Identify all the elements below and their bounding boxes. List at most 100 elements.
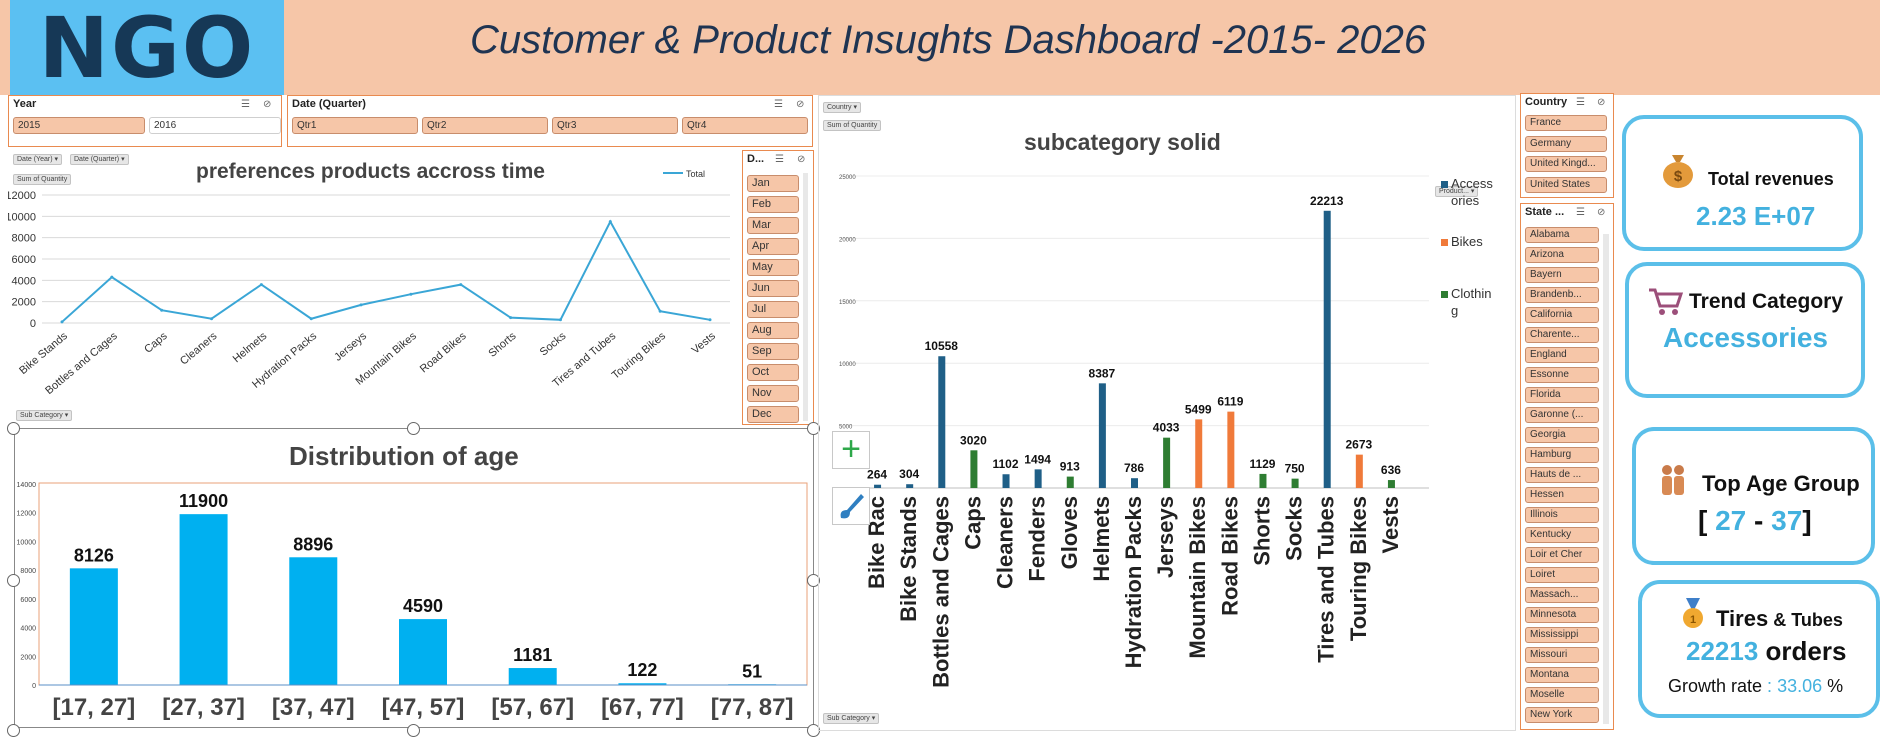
- product-field-button[interactable]: Product... ▾: [1435, 186, 1479, 197]
- sub-category-field-button[interactable]: Sub Category ▾: [16, 410, 73, 421]
- state-chip[interactable]: Loir et Cher: [1525, 547, 1599, 563]
- multi-select-icon[interactable]: ☰: [775, 154, 784, 165]
- bar-bikes[interactable]: [1195, 419, 1203, 488]
- resize-handle[interactable]: [407, 724, 420, 737]
- country-chip[interactable]: United States: [1525, 176, 1607, 193]
- state-chip[interactable]: Florida: [1525, 387, 1599, 403]
- month-scrollbar[interactable]: [803, 173, 808, 421]
- country-field-button[interactable]: Country ▾: [823, 102, 861, 113]
- line-point[interactable]: [259, 283, 263, 287]
- age-bar[interactable]: [289, 557, 338, 685]
- country-chip[interactable]: France: [1525, 115, 1607, 131]
- age-bar[interactable]: [508, 668, 557, 685]
- bar-clothing[interactable]: [1387, 480, 1395, 488]
- state-chip[interactable]: Hamburg: [1525, 447, 1599, 463]
- year-2015-chip[interactable]: 2015: [13, 117, 145, 134]
- subcategory-bar-chart[interactable]: 5000 10000 15000 20000 25000 264 304 10558 3020 1…: [819, 96, 1517, 732]
- resize-handle[interactable]: [7, 422, 20, 435]
- state-chip[interactable]: Charente...: [1525, 327, 1599, 343]
- bar-accessories[interactable]: [1034, 469, 1042, 488]
- state-chip[interactable]: Massach...: [1525, 587, 1599, 603]
- month-chip[interactable]: Nov: [747, 385, 799, 402]
- line-point[interactable]: [359, 303, 363, 307]
- quarter-chip-qtr3[interactable]: Qtr3: [552, 117, 678, 134]
- bar-clothing[interactable]: [1163, 437, 1171, 488]
- line-point[interactable]: [160, 308, 164, 312]
- month-chip[interactable]: Feb: [747, 196, 799, 213]
- age-bar[interactable]: [399, 619, 447, 685]
- bar-accessories[interactable]: [906, 484, 914, 488]
- age-bar[interactable]: [69, 568, 118, 685]
- line-point[interactable]: [509, 316, 513, 320]
- bar-accessories[interactable]: [938, 356, 946, 488]
- age-bar[interactable]: [179, 514, 228, 685]
- month-chip[interactable]: Oct: [747, 364, 799, 381]
- bar-clothing[interactable]: [1066, 476, 1074, 488]
- resize-handle[interactable]: [7, 724, 20, 737]
- state-chip[interactable]: Missouri: [1525, 647, 1599, 663]
- month-chip[interactable]: Jun: [747, 280, 799, 297]
- state-chip[interactable]: Mississippi: [1525, 627, 1599, 643]
- line-point[interactable]: [459, 283, 463, 287]
- state-scrollbar[interactable]: [1603, 234, 1609, 724]
- resize-handle[interactable]: [807, 422, 820, 435]
- bar-accessories[interactable]: [874, 484, 882, 488]
- series-line-total[interactable]: [61, 219, 711, 323]
- state-chip[interactable]: Loiret: [1525, 567, 1599, 583]
- bar-accessories[interactable]: [1131, 478, 1138, 488]
- date-quarter-field-button[interactable]: Date (Quarter) ▾: [70, 154, 129, 165]
- state-chip[interactable]: Garonne (...: [1525, 407, 1599, 423]
- state-chip[interactable]: Alabama: [1525, 227, 1599, 243]
- bar-bikes[interactable]: [1355, 454, 1363, 488]
- line-point[interactable]: [110, 275, 114, 279]
- clear-filter-icon[interactable]: ⊘: [1597, 207, 1606, 218]
- bar-clothing[interactable]: [1259, 473, 1267, 488]
- state-chip[interactable]: Minnesota: [1525, 607, 1599, 623]
- state-chip[interactable]: England: [1525, 347, 1599, 363]
- state-chip[interactable]: California: [1525, 307, 1599, 323]
- multi-select-icon[interactable]: ☰: [241, 99, 250, 110]
- year-2016-chip[interactable]: 2016: [149, 117, 281, 134]
- state-chip[interactable]: Bayern: [1525, 267, 1599, 283]
- line-point[interactable]: [658, 309, 662, 313]
- state-chip[interactable]: Hauts de ...: [1525, 467, 1599, 483]
- month-chip[interactable]: Aug: [747, 322, 799, 339]
- line-point[interactable]: [608, 220, 612, 224]
- month-chip[interactable]: Jan: [747, 175, 799, 192]
- multi-select-icon[interactable]: ☰: [1576, 207, 1585, 218]
- resize-handle[interactable]: [807, 574, 820, 587]
- quarter-chip-qtr2[interactable]: Qtr2: [422, 117, 548, 134]
- bar-clothing[interactable]: [970, 450, 978, 488]
- bar-accessories[interactable]: [1098, 383, 1106, 488]
- quarter-chip-qtr1[interactable]: Qtr1: [292, 117, 418, 134]
- resize-handle[interactable]: [407, 422, 420, 435]
- bar-accessories[interactable]: [1002, 474, 1010, 488]
- sum-quantity-field-button[interactable]: Sum of Quantity: [13, 174, 72, 185]
- state-chip[interactable]: Montana: [1525, 667, 1599, 683]
- state-chip[interactable]: Kentucky: [1525, 527, 1599, 543]
- line-point[interactable]: [708, 318, 712, 322]
- age-distribution-chart[interactable]: 0 2000 4000 6000 8000 10000 12000 14000 8126 [17,…: [15, 429, 815, 729]
- month-chip[interactable]: Dec: [747, 406, 799, 423]
- line-point[interactable]: [309, 317, 313, 321]
- state-chip[interactable]: Brandenb...: [1525, 287, 1599, 303]
- date-year-field-button[interactable]: Date (Year) ▾: [13, 154, 63, 165]
- month-chip[interactable]: May: [747, 259, 799, 276]
- quarter-chip-qtr4[interactable]: Qtr4: [682, 117, 808, 134]
- state-chip[interactable]: Moselle: [1525, 687, 1599, 703]
- bar-clothing[interactable]: [1291, 478, 1299, 488]
- clear-filter-icon[interactable]: ⊘: [1597, 97, 1606, 108]
- bar-accessories[interactable]: [1323, 210, 1331, 488]
- clear-filter-icon[interactable]: ⊘: [796, 99, 805, 110]
- sub-category-field-button[interactable]: Sub Category ▾: [823, 713, 880, 724]
- add-chart-element-button[interactable]: +: [832, 431, 870, 469]
- country-chip[interactable]: United Kingd...: [1525, 156, 1607, 172]
- month-chip[interactable]: Apr: [747, 238, 799, 255]
- sum-quantity-field-button[interactable]: Sum of Quantity: [823, 120, 882, 131]
- bar-bikes[interactable]: [1227, 411, 1235, 488]
- month-chip[interactable]: Mar: [747, 217, 799, 234]
- state-chip[interactable]: Georgia: [1525, 427, 1599, 443]
- state-chip[interactable]: Essonne: [1525, 367, 1599, 383]
- chart-styles-button[interactable]: [832, 487, 870, 525]
